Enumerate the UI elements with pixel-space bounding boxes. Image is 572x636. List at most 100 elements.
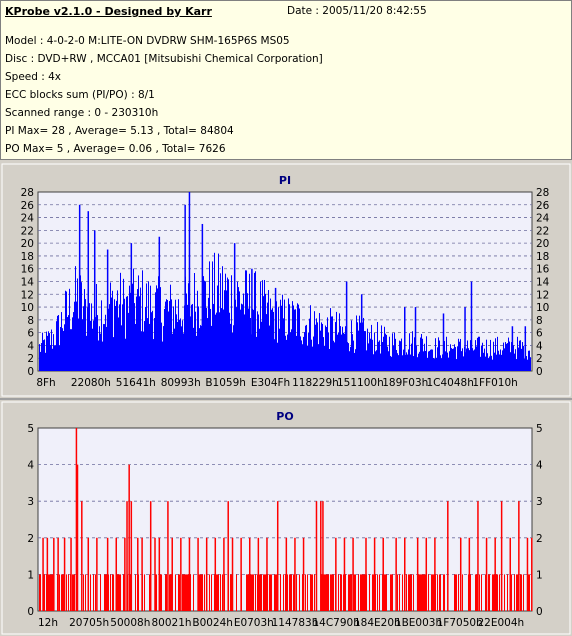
pi-bar [51,329,52,371]
po-spike [416,537,419,611]
pi-bar [483,352,484,371]
pi-bar [142,270,143,371]
pi-bar [115,305,116,371]
po-bar [216,574,217,611]
po-bar [74,574,75,611]
pi-bar [256,336,257,371]
pi-bar [205,281,206,371]
po-bar [470,574,471,611]
po-xtick: 1F7050h [437,617,483,629]
po-bar [390,574,391,611]
pi-bar [162,341,163,371]
pi-bar [286,339,287,371]
po-spike [500,501,503,611]
pi-bar [462,348,463,371]
pi-bar [378,341,379,371]
pi-bar [359,315,360,371]
pi-bar [194,273,195,371]
pi-bar [291,329,292,371]
pi-bar [330,308,331,371]
po-bar [252,574,253,611]
po-spike [382,537,384,611]
pi-bar [155,292,156,371]
po-spike [509,537,511,611]
po-spike [315,501,318,611]
po-spike [126,501,128,611]
pi-bar [238,287,239,371]
pi-bar [452,348,453,371]
po-spike [42,537,44,611]
pi-spike [464,307,466,371]
pi-bar [396,350,397,371]
pi-bar [326,327,327,371]
pi-bar [261,321,262,371]
po-bar [411,574,412,611]
po-xtick: 184E20h [354,617,401,629]
info-scanned-range: Scanned range : 0 - 230310h [5,107,159,119]
po-bar [123,574,124,611]
pi-bar [174,328,175,371]
po-bar [184,574,185,611]
pi-bar [300,336,301,371]
po-bar [489,574,490,611]
po-bar [360,574,361,611]
pi-bar [253,309,254,371]
pi-bar [135,323,136,371]
pi-bar [55,345,56,371]
pi-bar [145,306,146,371]
pi-xtick: 22080h [71,377,111,389]
po-bar [66,574,67,611]
po-bar [201,574,202,611]
po-bar [193,574,194,611]
po-spike [302,537,305,611]
pi-bar [133,268,134,371]
po-bar [529,574,530,611]
pi-bar [61,312,62,371]
pi-bar [180,318,181,371]
po-spike [285,537,288,611]
pi-bar [455,346,456,371]
po-bar [95,574,96,611]
pi-bar [96,284,97,371]
pi-bar [212,261,213,371]
po-bar [440,574,441,611]
po-bar [120,574,121,611]
pi-bar [397,353,398,371]
pi-bar [48,331,49,371]
pi-bar [124,298,125,371]
pi-ytick-right: 26 [536,200,550,212]
pi-bar [72,317,73,371]
po-bar [283,574,284,611]
pi-bar [376,350,377,371]
pi-chart-panel: PI 0 0 2 2 4 4 6 6 8 8 10 10 12 12 14 14 16 16 18 18 20 20 22 22… [0,162,572,398]
pi-bar [221,308,222,371]
panel-divider[interactable] [0,398,572,400]
po-bar [410,574,411,611]
pi-bar [342,326,343,371]
po-bar [504,574,505,611]
pi-bar [53,334,54,371]
po-bar [222,574,223,611]
pi-bar [530,357,531,371]
pi-bar [262,280,263,371]
pi-bar [264,279,265,371]
info-disc: Disc : DVD+RW , MCCA01 [Mitsubishi Chemi… [5,53,323,65]
pi-bar [456,359,457,371]
po-ytick-left: 5 [27,423,34,435]
pi-bar [236,307,237,371]
pi-bar [224,290,225,371]
pi-bar [106,326,107,371]
pi-spike [511,326,514,371]
pi-bar [460,338,461,371]
pi-panel-border [1,163,571,397]
pi-bar [222,266,223,371]
po-bar [377,574,378,611]
pi-bar [259,328,260,371]
pi-spike [184,204,186,371]
pi-ytick-left: 8 [27,315,34,327]
pi-bar [298,304,299,371]
po-spike [425,537,428,611]
pi-ytick-left: 12 [21,289,34,301]
pi-bar [204,280,205,371]
pi-bar [377,322,378,371]
